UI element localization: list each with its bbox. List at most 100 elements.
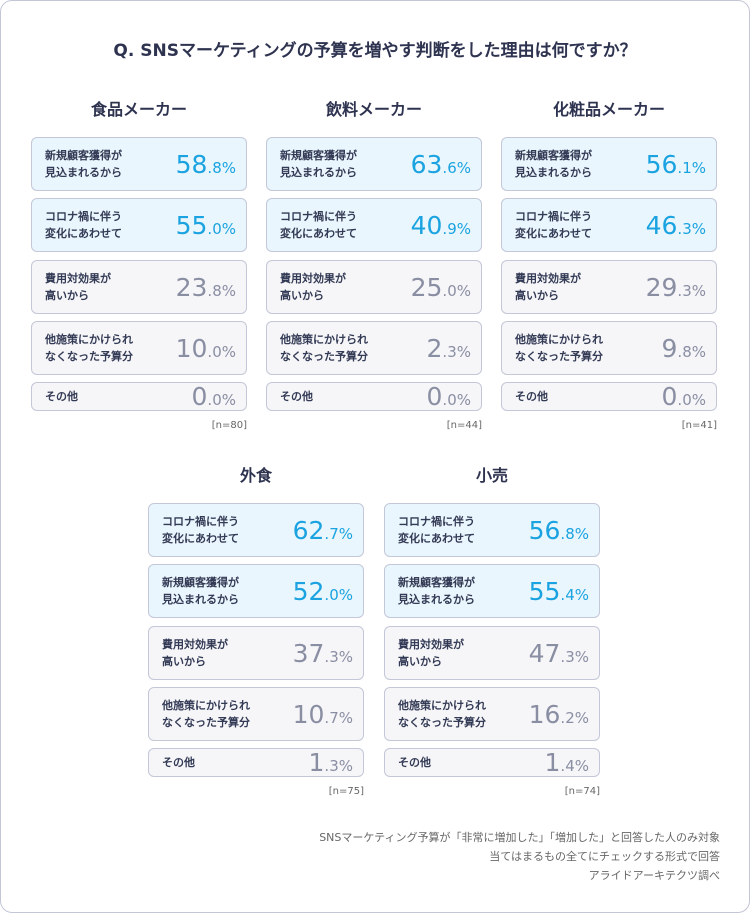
answer-row: 費用対効果が 高いから 37.3% bbox=[148, 626, 364, 680]
percentage: 63.6% bbox=[411, 150, 471, 179]
answer-label: コロナ禍に伴う 変化にあわせて bbox=[398, 515, 475, 545]
percent-int: 0 bbox=[191, 382, 208, 411]
percent-int: 0 bbox=[661, 382, 678, 411]
sample-size: [n=74] bbox=[564, 786, 600, 797]
percentage: 62.7% bbox=[293, 516, 353, 545]
percentage: 47.3% bbox=[529, 639, 589, 668]
percent-dec: .7% bbox=[324, 524, 353, 543]
answer-label: 他施策にかけられ なくなった予算分 bbox=[280, 333, 368, 363]
percent-dec: .0% bbox=[442, 391, 471, 409]
answer-label: 費用対効果が 高いから bbox=[280, 272, 346, 302]
answer-label: コロナ禍に伴う 変化にあわせて bbox=[162, 515, 239, 545]
percentage: 10.7% bbox=[293, 700, 353, 729]
percentage: 10.0% bbox=[176, 334, 236, 363]
percent-dec: .0% bbox=[207, 391, 236, 409]
percentage: 9.8% bbox=[662, 334, 706, 363]
percent-int: 46 bbox=[645, 210, 678, 240]
percent-dec: .4% bbox=[560, 585, 589, 604]
percent-int: 1 bbox=[308, 748, 325, 777]
percent-dec: .8% bbox=[560, 524, 589, 543]
answer-label: 新規顧客獲得が 見込まれるから bbox=[162, 576, 239, 606]
percent-dec: .8% bbox=[207, 158, 236, 177]
answer-row: 他施策にかけられ なくなった予算分 9.8% bbox=[501, 321, 717, 375]
answer-label: その他 bbox=[398, 756, 431, 769]
percent-int: 52 bbox=[292, 576, 325, 606]
percentage: 16.2% bbox=[529, 700, 589, 729]
answer-label: 他施策にかけられ なくなった予算分 bbox=[45, 333, 133, 363]
percent-int: 55 bbox=[528, 576, 561, 606]
percent-int: 47 bbox=[528, 638, 561, 668]
percent-dec: .8% bbox=[207, 281, 236, 300]
answer-row: その他 1.3% bbox=[148, 748, 364, 777]
percent-int: 62 bbox=[292, 515, 325, 545]
answer-row: 新規顧客獲得が 見込まれるから 58.8% bbox=[31, 137, 247, 191]
answer-label: 費用対効果が 高いから bbox=[162, 638, 228, 668]
percentage: 56.1% bbox=[646, 150, 706, 179]
answer-row: コロナ禍に伴う 変化にあわせて 55.0% bbox=[31, 198, 247, 252]
percent-int: 0 bbox=[426, 382, 443, 411]
percent-int: 37 bbox=[292, 638, 325, 668]
percent-int: 29 bbox=[645, 272, 678, 302]
percent-dec: .3% bbox=[324, 647, 353, 666]
percent-dec: .3% bbox=[560, 647, 589, 666]
question-title: Q. SNSマーケティングの予算を増やす判断をした理由は何ですか？ bbox=[113, 41, 637, 61]
footnote: SNSマーケティング予算が「非常に増加した」「増加した」と回答した人のみ対象 bbox=[319, 831, 720, 844]
answer-row: 他施策にかけられ なくなった予算分 16.2% bbox=[384, 687, 600, 741]
answer-label: その他 bbox=[280, 390, 313, 403]
percent-int: 56 bbox=[645, 149, 678, 179]
answer-row: 新規顧客獲得が 見込まれるから 63.6% bbox=[266, 137, 482, 191]
percentage: 0.0% bbox=[427, 382, 471, 411]
answer-row: 新規顧客獲得が 見込まれるから 52.0% bbox=[148, 564, 364, 618]
percent-dec: .1% bbox=[677, 158, 706, 177]
answer-row: その他 0.0% bbox=[31, 382, 247, 411]
answer-row: 他施策にかけられ なくなった予算分 10.7% bbox=[148, 687, 364, 741]
answer-row: コロナ禍に伴う 変化にあわせて 62.7% bbox=[148, 503, 364, 557]
answer-row: 他施策にかけられ なくなった予算分 2.3% bbox=[266, 321, 482, 375]
answer-label: 費用対効果が 高いから bbox=[515, 272, 581, 302]
sample-size: [n=41] bbox=[681, 420, 717, 431]
answer-row: その他 0.0% bbox=[266, 382, 482, 411]
percent-int: 23 bbox=[175, 272, 208, 302]
percentage: 2.3% bbox=[427, 334, 471, 363]
answer-label: 他施策にかけられ なくなった予算分 bbox=[515, 333, 603, 363]
percentage: 37.3% bbox=[293, 639, 353, 668]
answer-row: コロナ禍に伴う 変化にあわせて 40.9% bbox=[266, 198, 482, 252]
percent-int: 10 bbox=[292, 699, 325, 729]
percent-int: 25 bbox=[410, 272, 443, 302]
percent-int: 58 bbox=[175, 149, 208, 179]
answer-row: 費用対効果が 高いから 25.0% bbox=[266, 260, 482, 314]
percent-dec: .9% bbox=[442, 219, 471, 238]
answer-label: コロナ禍に伴う 変化にあわせて bbox=[515, 210, 592, 240]
industry-group: 食品メーカー 新規顧客獲得が 見込まれるから 58.8% コロナ禍に伴う 変化に… bbox=[31, 95, 247, 435]
answer-label: 新規顧客獲得が 見込まれるから bbox=[280, 149, 357, 179]
percentage: 29.3% bbox=[646, 273, 706, 302]
answer-row: コロナ禍に伴う 変化にあわせて 46.3% bbox=[501, 198, 717, 252]
answer-label: 新規顧客獲得が 見込まれるから bbox=[45, 149, 122, 179]
answer-row: 新規顧客獲得が 見込まれるから 56.1% bbox=[501, 137, 717, 191]
answer-row: その他 1.4% bbox=[384, 748, 600, 777]
answer-row: 他施策にかけられ なくなった予算分 10.0% bbox=[31, 321, 247, 375]
percent-int: 56 bbox=[528, 515, 561, 545]
answer-row: その他 0.0% bbox=[501, 382, 717, 411]
industry-group: 化粧品メーカー 新規顧客獲得が 見込まれるから 56.1% コロナ禍に伴う 変化… bbox=[501, 95, 717, 435]
answer-row: 費用対効果が 高いから 47.3% bbox=[384, 626, 600, 680]
footnote: 当てはまるもの全てにチェックする形式で回答 bbox=[489, 850, 720, 863]
percent-dec: .0% bbox=[442, 281, 471, 300]
percentage: 56.8% bbox=[529, 516, 589, 545]
group-title: 食品メーカー bbox=[90, 100, 187, 119]
answer-label: その他 bbox=[515, 390, 548, 403]
percentage: 55.4% bbox=[529, 577, 589, 606]
percent-dec: .3% bbox=[324, 757, 353, 775]
answer-row: 費用対効果が 高いから 23.8% bbox=[31, 260, 247, 314]
percent-dec: .3% bbox=[442, 342, 471, 361]
answer-row: 新規顧客獲得が 見込まれるから 55.4% bbox=[384, 564, 600, 618]
sample-size: [n=44] bbox=[446, 420, 482, 431]
percent-int: 10 bbox=[175, 333, 208, 363]
industry-group: 飲料メーカー 新規顧客獲得が 見込まれるから 63.6% コロナ禍に伴う 変化に… bbox=[266, 95, 482, 435]
percent-int: 40 bbox=[410, 210, 443, 240]
percent-dec: .2% bbox=[560, 708, 589, 727]
industry-group: 外食 コロナ禍に伴う 変化にあわせて 62.7% 新規顧客獲得が 見込まれるから… bbox=[148, 461, 364, 801]
group-title: 外食 bbox=[239, 466, 272, 485]
percentage: 55.0% bbox=[176, 211, 236, 240]
group-title: 飲料メーカー bbox=[325, 100, 422, 119]
